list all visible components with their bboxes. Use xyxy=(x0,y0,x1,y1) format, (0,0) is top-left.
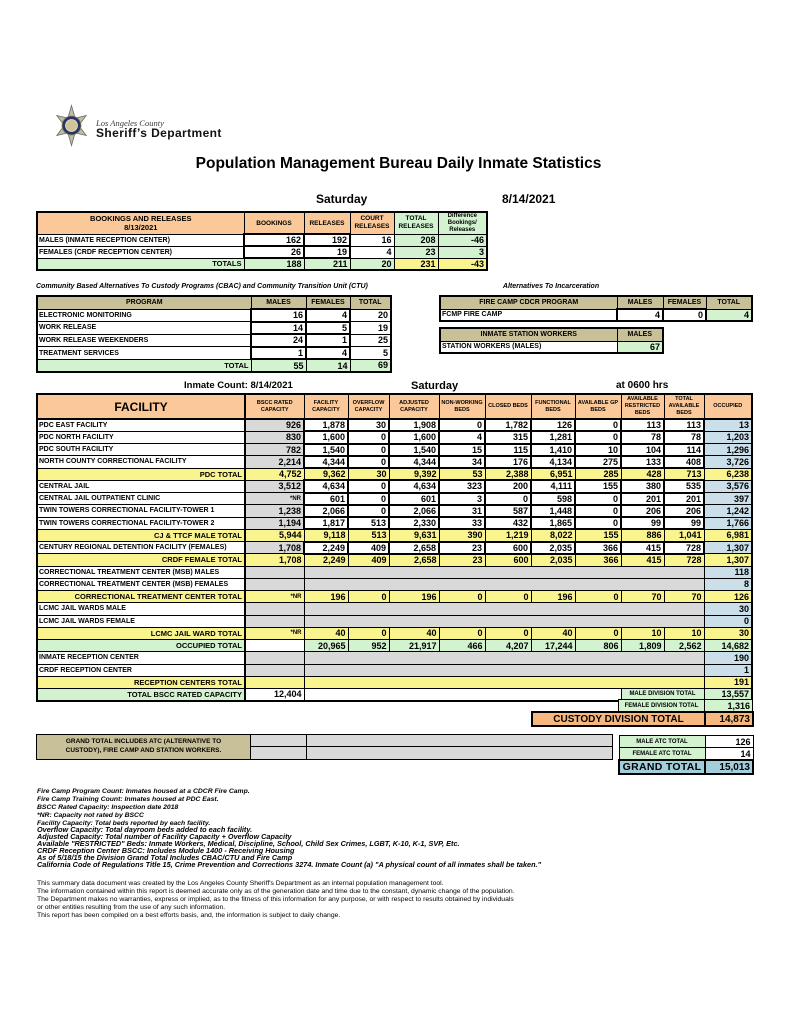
svg-text:Sheriff’s Department: Sheriff’s Department xyxy=(96,126,222,140)
svg-text:Los Angeles County: Los Angeles County xyxy=(95,118,164,128)
